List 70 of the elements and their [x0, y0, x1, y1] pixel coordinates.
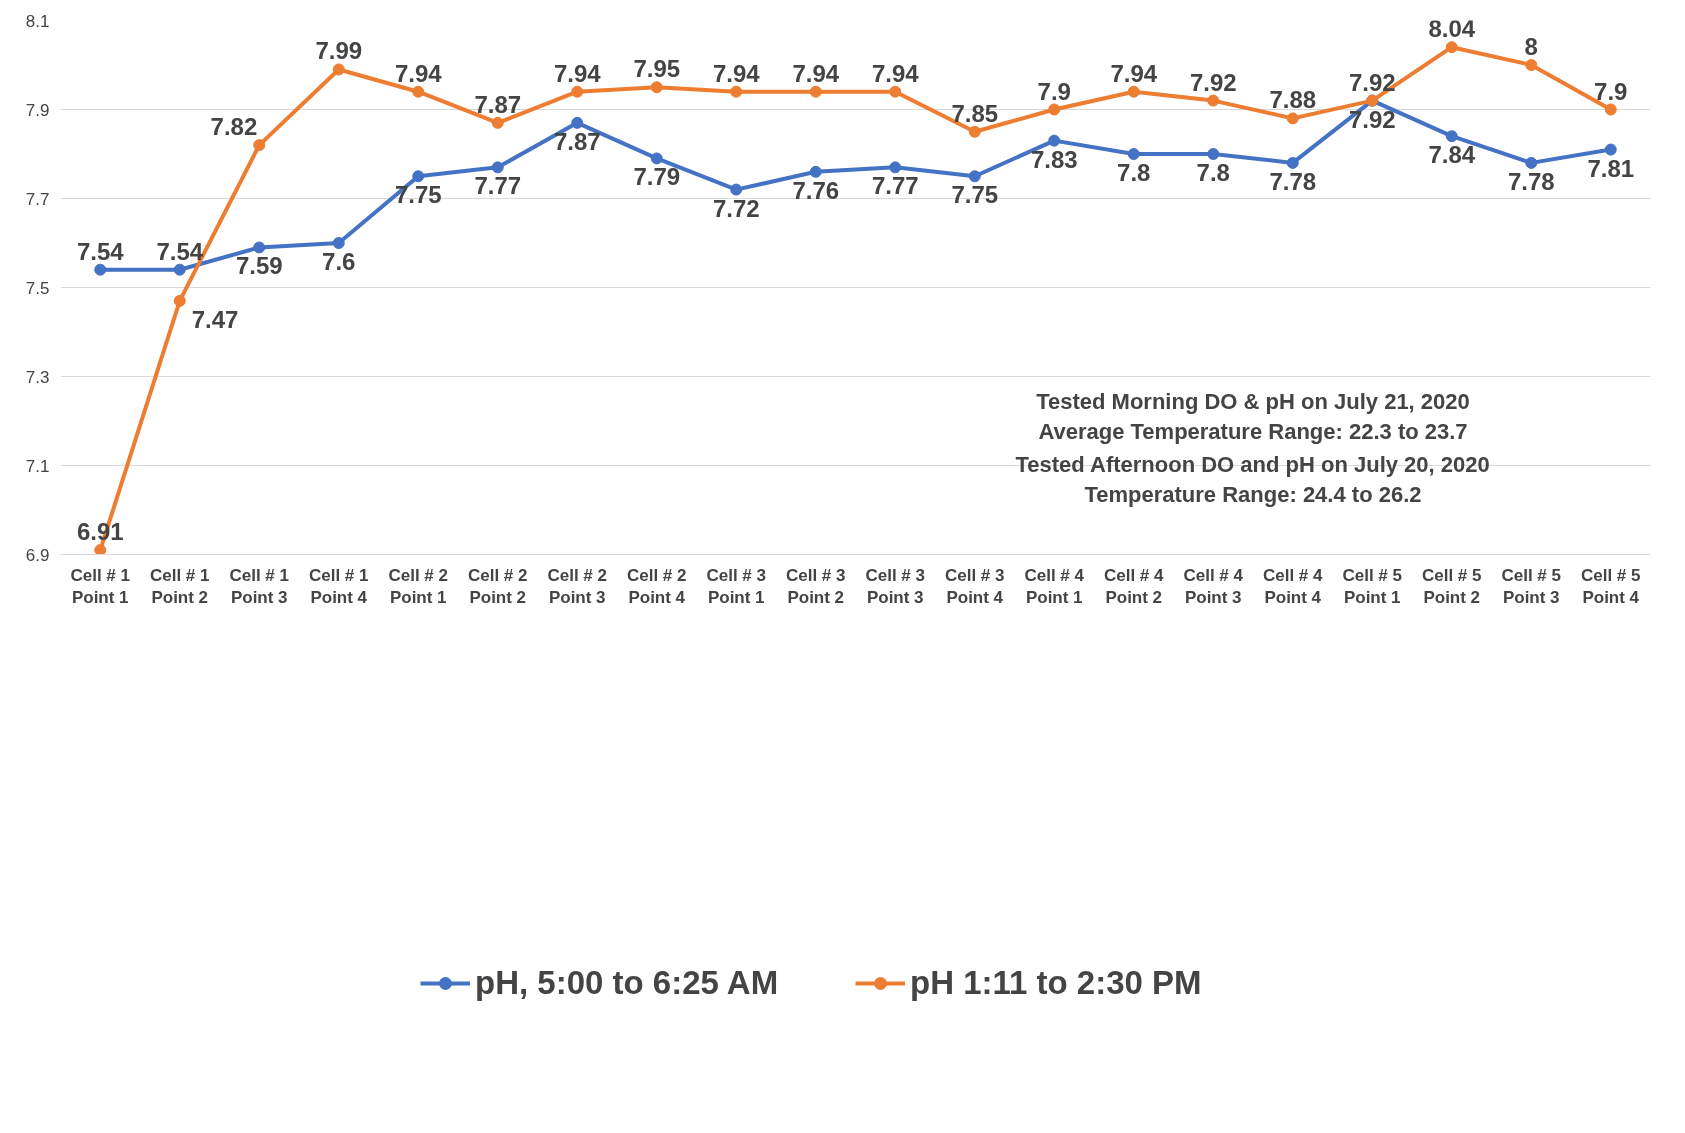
data-label: 7.76 [792, 176, 840, 204]
x-tick-label: Cell # 1 Point 4 [308, 565, 369, 608]
data-label: 7.87 [474, 90, 522, 118]
data-label: 7.47 [191, 305, 239, 333]
data-label: 8 [1524, 33, 1538, 60]
data-label: 7.85 [951, 99, 999, 127]
x-tick-label: Cell # 3 Point 4 [944, 565, 1005, 608]
x-tick-label: Cell # 4 Point 4 [1262, 565, 1324, 608]
data-label: 7.72 [712, 194, 760, 222]
x-tick-label: Cell # 2 Point 4 [626, 565, 687, 608]
y-tick-label: 7.7 [25, 189, 50, 209]
x-tick-label: Cell # 4 Point 1 [1024, 565, 1085, 608]
legend-label: pH, 5:00 to 6:25 AM [475, 964, 780, 1002]
x-tick-label: Cell # 2 Point 1 [388, 565, 449, 608]
data-label: 7.95 [633, 55, 681, 83]
x-tick-label: Cell # 3 Point 2 [785, 565, 846, 608]
x-tick-label: Cell # 5 Point 3 [1501, 565, 1562, 608]
data-label: 7.94 [394, 59, 443, 87]
data-label: 8.04 [1428, 15, 1476, 43]
data-label: 7.84 [1428, 141, 1476, 169]
y-tick-label: 7.5 [25, 278, 50, 298]
y-tick-label: 7.1 [25, 456, 50, 476]
x-tick-label: Cell # 4 Point 3 [1183, 565, 1244, 608]
data-label: 7.54 [156, 237, 204, 265]
data-label: 7.92 [1348, 68, 1396, 96]
x-tick-label: Cell # 5 Point 4 [1580, 565, 1641, 608]
y-tick-label: 6.9 [25, 545, 50, 565]
x-tick-label: Cell # 4 Point 2 [1103, 565, 1165, 608]
data-label: 7.79 [633, 163, 681, 191]
x-tick-label: Cell # 1 Point 2 [149, 565, 210, 608]
data-label: 7.8 [1117, 159, 1151, 186]
data-label: 7.75 [951, 181, 999, 209]
data-label: 7.75 [394, 181, 442, 209]
data-label: 7.92 [1189, 68, 1237, 96]
data-label: 7.87 [553, 127, 601, 155]
annotation: Tested Afternoon DO and pH on July 20, 2020 Temperature Range: 24.4 to 26.2 [1015, 452, 1490, 508]
y-tick-label: 8.1 [25, 11, 50, 31]
data-label: 7.9 [1594, 77, 1628, 105]
data-label: 7.81 [1587, 154, 1635, 182]
data-label: 7.83 [1030, 145, 1078, 173]
data-label: 7.78 [1269, 167, 1317, 195]
data-label: 7.54 [76, 237, 125, 265]
x-tick-label: Cell # 3 Point 1 [706, 565, 767, 608]
data-label: 7.92 [1348, 105, 1396, 133]
y-tick-label: 7.9 [25, 100, 50, 120]
data-label: 7.77 [474, 172, 522, 200]
x-tick-label: Cell # 2 Point 2 [467, 565, 528, 608]
data-label: 7.82 [210, 113, 258, 141]
legend-label: pH 1:11 to 2:30 PM [910, 964, 1203, 1002]
y-tick-label: 7.3 [25, 367, 50, 387]
data-label: 7.8 [1196, 159, 1230, 186]
x-tick-label: Cell # 2 Point 3 [547, 565, 608, 608]
data-label: 7.59 [235, 252, 283, 280]
data-label: 7.94 [792, 59, 840, 87]
x-tick-label: Cell # 1 Point 1 [70, 565, 131, 608]
x-tick-label: Cell # 5 Point 1 [1342, 565, 1403, 608]
x-tick-label: Cell # 1 Point 3 [229, 565, 290, 608]
x-tick-label: Cell # 3 Point 3 [865, 565, 926, 608]
data-label: 7.99 [315, 37, 363, 65]
data-label: 7.6 [322, 248, 356, 275]
annotation: Tested Morning DO & pH on July 21, 2020 Average Temperature Range: 22.3 to 23.7 [1036, 389, 1470, 445]
data-label: 7.77 [871, 172, 919, 200]
data-label: 7.78 [1507, 167, 1555, 195]
x-tick-label: Cell # 5 Point 2 [1421, 565, 1482, 608]
data-label: 7.94 [1110, 59, 1158, 87]
data-label: 7.94 [553, 59, 602, 87]
data-label: 7.94 [712, 59, 761, 87]
data-label: 7.9 [1037, 77, 1071, 105]
data-label: 7.94 [871, 59, 920, 87]
data-label: 7.88 [1269, 86, 1317, 114]
